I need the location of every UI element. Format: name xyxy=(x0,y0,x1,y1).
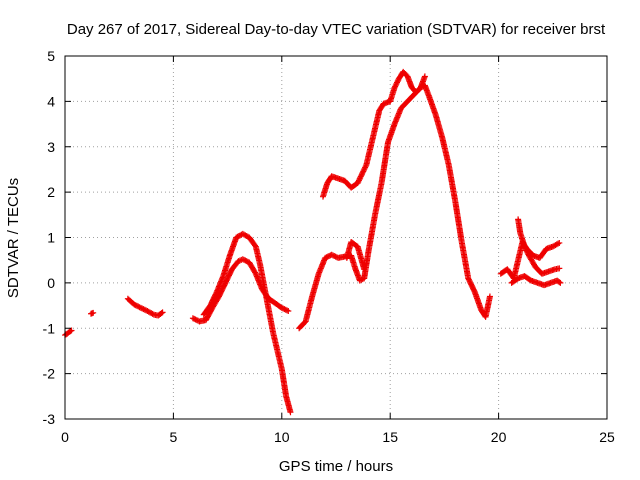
y-tick-label: 5 xyxy=(47,48,55,64)
data-point-marker xyxy=(159,309,166,316)
y-tick-label: 0 xyxy=(47,275,55,291)
chart-title: Day 267 of 2017, Sidereal Day-to-day VTE… xyxy=(67,21,606,38)
data-point-marker xyxy=(67,328,74,335)
series-seg11 xyxy=(508,273,564,289)
data-point-marker xyxy=(90,309,97,316)
data-point-marker xyxy=(193,317,200,324)
data-point-marker xyxy=(324,253,331,260)
data-point-marker xyxy=(278,304,285,311)
grid-lines xyxy=(65,56,607,419)
x-tick-label: 25 xyxy=(599,429,615,445)
data-point-marker xyxy=(287,409,294,416)
data-point-marker xyxy=(135,303,142,310)
y-tick-label: -1 xyxy=(43,320,56,336)
data-point-marker xyxy=(241,256,248,263)
data-point-marker xyxy=(331,253,338,260)
data-point-marker xyxy=(133,302,140,309)
series-seg1 xyxy=(62,327,75,339)
data-point-marker xyxy=(285,308,292,315)
data-point-marker xyxy=(132,302,139,309)
y-tick-label: 4 xyxy=(47,93,55,109)
x-axis-label: GPS time / hours xyxy=(279,458,393,475)
data-point-marker xyxy=(361,266,368,273)
data-point-marker xyxy=(329,252,336,259)
data-point-marker xyxy=(243,258,250,265)
data-point-marker xyxy=(556,265,563,272)
data-point-marker xyxy=(140,306,147,313)
data-point-marker xyxy=(158,310,165,317)
data-point-marker xyxy=(486,293,493,300)
y-tick-label: 2 xyxy=(47,184,55,200)
data-point-marker xyxy=(137,304,144,311)
x-tick-label: 20 xyxy=(491,429,507,445)
data-point-marker xyxy=(322,254,329,261)
axis-ticks: 0 5 10 15 20 25 -3 -2 -1 0 1 2 3 4 5 xyxy=(43,48,615,445)
series-seg2 xyxy=(88,309,97,317)
series-seg4 xyxy=(189,256,292,325)
data-point-marker xyxy=(139,305,146,312)
data-point-marker xyxy=(421,73,428,80)
data-point-marker xyxy=(556,279,563,286)
x-tick-label: 5 xyxy=(170,429,178,445)
data-point-marker xyxy=(284,307,291,314)
data-point-marker xyxy=(362,163,369,170)
data-point-marker xyxy=(239,256,246,263)
data-point-marker xyxy=(328,251,335,258)
data-point-marker xyxy=(557,279,564,286)
data-point-marker xyxy=(143,307,150,314)
data-point-marker xyxy=(191,315,198,322)
data-points xyxy=(62,68,564,416)
x-tick-label: 10 xyxy=(274,429,290,445)
y-tick-label: -2 xyxy=(43,366,56,382)
data-point-marker xyxy=(555,240,562,247)
y-tick-label: 1 xyxy=(47,230,55,246)
data-point-marker xyxy=(131,301,138,308)
y-tick-label: -3 xyxy=(43,411,56,427)
data-point-marker xyxy=(149,310,156,317)
series-seg9 xyxy=(497,239,563,282)
data-point-marker xyxy=(281,306,288,313)
y-axis-label: SDTVAR / TECUs xyxy=(5,178,22,298)
series-seg7 xyxy=(319,68,428,200)
x-tick-label: 0 xyxy=(61,429,69,445)
series-seg8 xyxy=(343,239,368,273)
data-point-marker xyxy=(141,306,148,313)
data-point-marker xyxy=(332,253,339,260)
x-tick-label: 15 xyxy=(382,429,398,445)
data-point-marker xyxy=(189,315,196,322)
data-point-marker xyxy=(192,316,199,323)
data-point-marker xyxy=(326,253,333,260)
data-point-marker xyxy=(280,305,287,312)
y-tick-label: 3 xyxy=(47,139,55,155)
series-seg6 xyxy=(296,82,493,332)
data-point-marker xyxy=(136,304,143,311)
data-point-marker xyxy=(556,239,563,246)
data-point-marker xyxy=(323,254,330,261)
series-seg10 xyxy=(515,216,563,277)
data-point-marker xyxy=(242,257,249,264)
data-point-marker xyxy=(282,306,289,313)
series-seg3 xyxy=(124,295,166,319)
data-point-marker xyxy=(68,327,75,334)
series-seg5 xyxy=(200,230,294,416)
